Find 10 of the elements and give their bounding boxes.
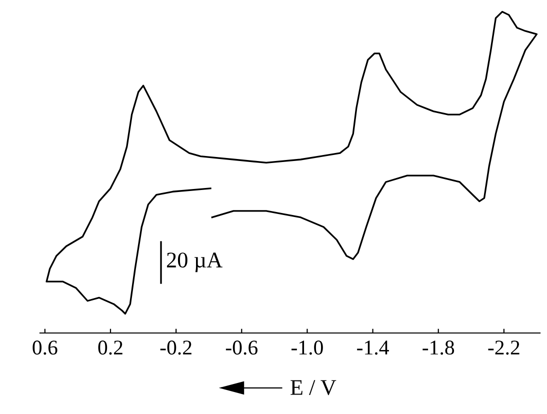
x-tick-label: -0.2 [160,340,192,355]
x-tick-label: -2.2 [488,340,520,355]
x-tick-label: -1.4 [357,340,389,355]
x-axis-title: E / V [290,380,336,396]
x-tick-label: 0.2 [98,340,122,355]
x-tick-label: -1.8 [422,340,454,355]
annotation: 20 µA [166,252,222,272]
x-tick-label: 0.6 [32,340,58,355]
x-tick-label: -1.0 [292,340,323,355]
x-tick-label: -0.6 [226,340,258,355]
